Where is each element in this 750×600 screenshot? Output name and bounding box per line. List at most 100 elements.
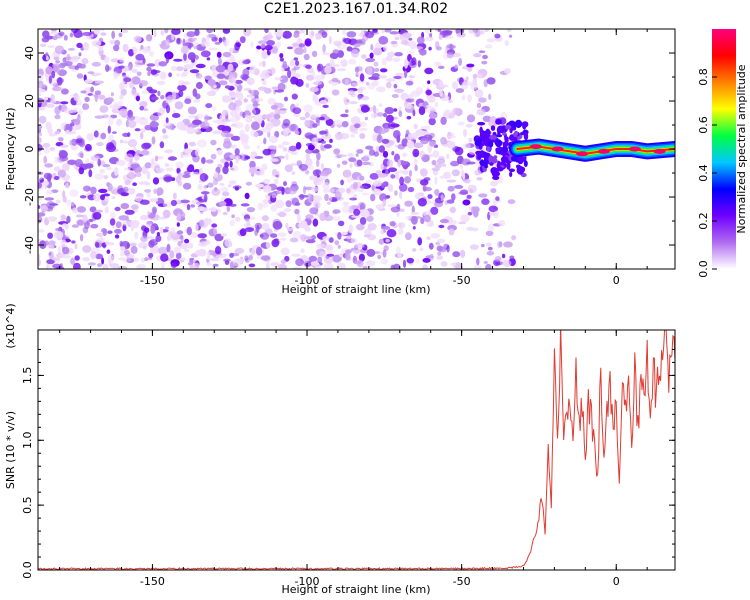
noise-blob xyxy=(164,149,174,154)
noise-blob xyxy=(384,107,395,115)
noise-blob xyxy=(57,246,61,255)
noise-blob xyxy=(309,86,319,93)
noise-blob xyxy=(109,263,120,269)
noise-blob xyxy=(102,228,107,236)
noise-blob xyxy=(114,228,122,234)
noise-blob xyxy=(486,251,495,256)
noise-blob xyxy=(431,167,441,172)
noise-blob xyxy=(251,121,260,131)
noise-blob xyxy=(472,227,479,232)
noise-blob xyxy=(361,96,370,101)
noise-blob xyxy=(458,57,462,66)
noise-blob xyxy=(328,237,334,243)
noise-blob xyxy=(257,202,264,211)
noise-blob xyxy=(82,103,90,110)
noise-blob xyxy=(278,264,288,269)
noise-blob xyxy=(90,155,101,161)
noise-blob xyxy=(71,224,79,228)
noise-blob xyxy=(294,130,300,135)
noise-blob xyxy=(358,253,365,262)
noise-blob xyxy=(49,147,56,151)
noise-blob xyxy=(404,232,412,241)
noise-blob xyxy=(437,251,442,256)
noise-blob xyxy=(295,142,302,150)
noise-blob xyxy=(298,194,309,198)
noise-blob xyxy=(211,105,217,112)
noise-blob xyxy=(127,139,138,148)
noise-blob xyxy=(119,250,125,257)
noise-blob xyxy=(159,226,164,234)
noise-blob xyxy=(314,74,323,82)
noise-blob xyxy=(188,43,192,50)
noise-blob xyxy=(57,77,63,86)
noise-blob xyxy=(322,182,330,190)
noise-blob xyxy=(287,188,297,195)
noise-blob xyxy=(367,234,377,241)
noise-blob xyxy=(118,257,127,261)
noise-blob xyxy=(38,228,45,233)
noise-blob xyxy=(489,116,497,124)
noise-blob xyxy=(311,71,316,77)
noise-blob xyxy=(211,223,218,228)
noise-blob xyxy=(148,50,154,57)
noise-blob xyxy=(42,30,50,38)
noise-blob xyxy=(506,29,512,33)
noise-blob xyxy=(246,207,256,213)
noise-blob xyxy=(273,178,279,185)
noise-blob xyxy=(160,95,165,100)
noise-blob xyxy=(490,180,498,187)
noise-blob xyxy=(51,189,59,193)
noise-blob xyxy=(322,236,330,241)
noise-blob xyxy=(226,59,235,63)
noise-blob xyxy=(271,193,277,199)
noise-blob xyxy=(424,67,434,75)
noise-blob xyxy=(183,52,187,61)
noise-blob xyxy=(200,50,211,58)
noise-blob xyxy=(373,180,383,187)
noise-blob xyxy=(446,179,457,183)
noise-blob xyxy=(46,201,56,209)
noise-blob xyxy=(450,262,456,267)
noise-blob xyxy=(494,255,502,262)
noise-blob xyxy=(104,206,109,214)
noise-blob xyxy=(446,52,454,59)
transition-blob xyxy=(505,124,512,130)
noise-blob xyxy=(267,97,276,105)
noise-blob xyxy=(305,83,310,88)
noise-blob xyxy=(190,204,195,208)
noise-blob xyxy=(288,145,298,152)
noise-blob xyxy=(199,173,208,182)
noise-blob xyxy=(162,134,169,139)
noise-blob xyxy=(413,123,418,130)
noise-blob xyxy=(396,212,400,217)
noise-blob xyxy=(74,159,83,167)
noise-blob xyxy=(199,207,209,212)
noise-blob xyxy=(300,248,305,254)
colorbar-tick-label: 0.6 xyxy=(697,116,710,134)
noise-blob xyxy=(277,232,287,238)
noise-blob xyxy=(144,227,150,233)
noise-blob xyxy=(135,95,140,102)
noise-blob xyxy=(55,199,61,204)
noise-blob xyxy=(120,246,126,252)
noise-blob xyxy=(458,121,465,126)
noise-blob xyxy=(486,38,496,43)
noise-blob xyxy=(106,249,111,254)
noise-blob xyxy=(194,148,200,157)
noise-blob xyxy=(371,73,381,81)
noise-blob xyxy=(203,217,212,225)
noise-blob xyxy=(145,236,155,239)
noise-blob xyxy=(191,128,199,133)
noise-blob xyxy=(357,87,364,94)
noise-blob xyxy=(303,185,306,195)
noise-blob xyxy=(153,188,157,194)
noise-blob xyxy=(336,68,347,72)
noise-blob xyxy=(75,214,84,218)
noise-blob xyxy=(184,238,190,244)
noise-blob xyxy=(370,112,378,119)
noise-blob xyxy=(393,83,398,89)
noise-blob xyxy=(333,119,343,127)
noise-blob xyxy=(155,235,162,242)
noise-blob xyxy=(378,145,386,153)
noise-blob xyxy=(427,80,431,85)
